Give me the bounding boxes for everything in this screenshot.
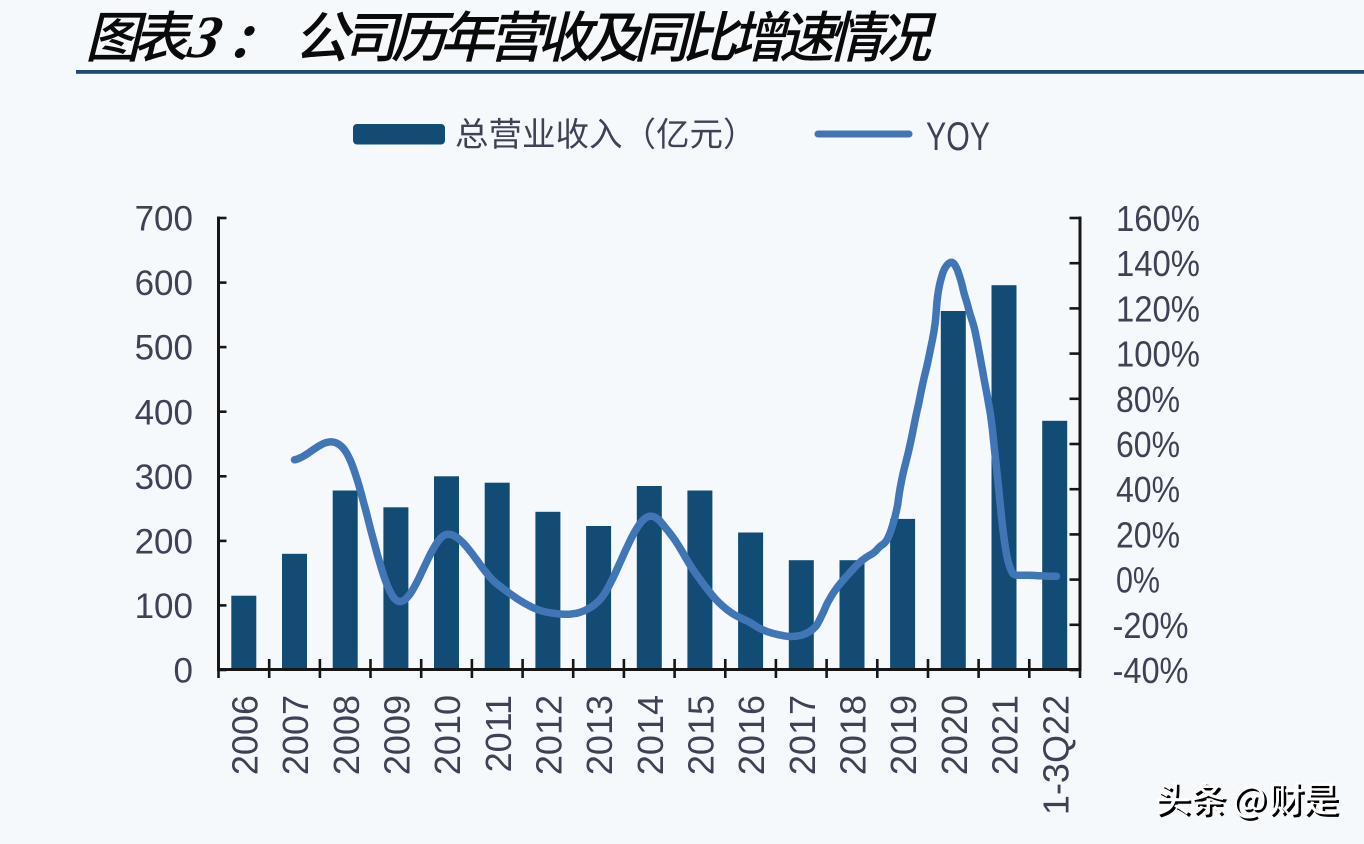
svg-text:2015: 2015 xyxy=(681,695,722,775)
svg-text:100: 100 xyxy=(135,587,193,626)
svg-text:500: 500 xyxy=(135,329,193,368)
svg-text:2019: 2019 xyxy=(883,695,924,775)
svg-text:2021: 2021 xyxy=(985,695,1026,775)
svg-text:2013: 2013 xyxy=(579,695,620,775)
svg-text:2017: 2017 xyxy=(782,695,823,775)
svg-text:2012: 2012 xyxy=(529,695,570,775)
svg-text:-20%: -20% xyxy=(1113,605,1189,646)
svg-text:2008: 2008 xyxy=(326,695,367,775)
svg-text:2020: 2020 xyxy=(934,695,975,775)
svg-text:60%: 60% xyxy=(1116,424,1180,465)
svg-text:600: 600 xyxy=(135,264,193,303)
svg-text:2011: 2011 xyxy=(478,695,519,772)
svg-text:2007: 2007 xyxy=(275,695,316,775)
svg-text:2016: 2016 xyxy=(731,695,772,775)
svg-text:400: 400 xyxy=(135,393,193,432)
svg-text:700: 700 xyxy=(135,200,193,239)
svg-text:2018: 2018 xyxy=(833,695,874,775)
svg-text:2010: 2010 xyxy=(427,695,468,775)
svg-text:120%: 120% xyxy=(1116,288,1200,329)
svg-text:140%: 140% xyxy=(1116,243,1200,284)
svg-text:2006: 2006 xyxy=(224,695,265,775)
svg-text:40%: 40% xyxy=(1116,469,1180,510)
svg-text:100%: 100% xyxy=(1116,334,1200,375)
svg-text:1-3Q22: 1-3Q22 xyxy=(1035,695,1076,815)
svg-text:300: 300 xyxy=(135,458,193,497)
svg-text:2014: 2014 xyxy=(630,695,671,775)
svg-text:160%: 160% xyxy=(1116,198,1200,239)
svg-text:80%: 80% xyxy=(1116,379,1180,420)
svg-text:2009: 2009 xyxy=(377,695,418,775)
svg-text:20%: 20% xyxy=(1116,514,1180,555)
svg-text:-40%: -40% xyxy=(1113,650,1189,691)
svg-text:0%: 0% xyxy=(1116,560,1160,601)
svg-text:0: 0 xyxy=(174,652,193,691)
svg-text:YOY: YOY xyxy=(926,115,990,159)
svg-text:200: 200 xyxy=(135,523,193,562)
